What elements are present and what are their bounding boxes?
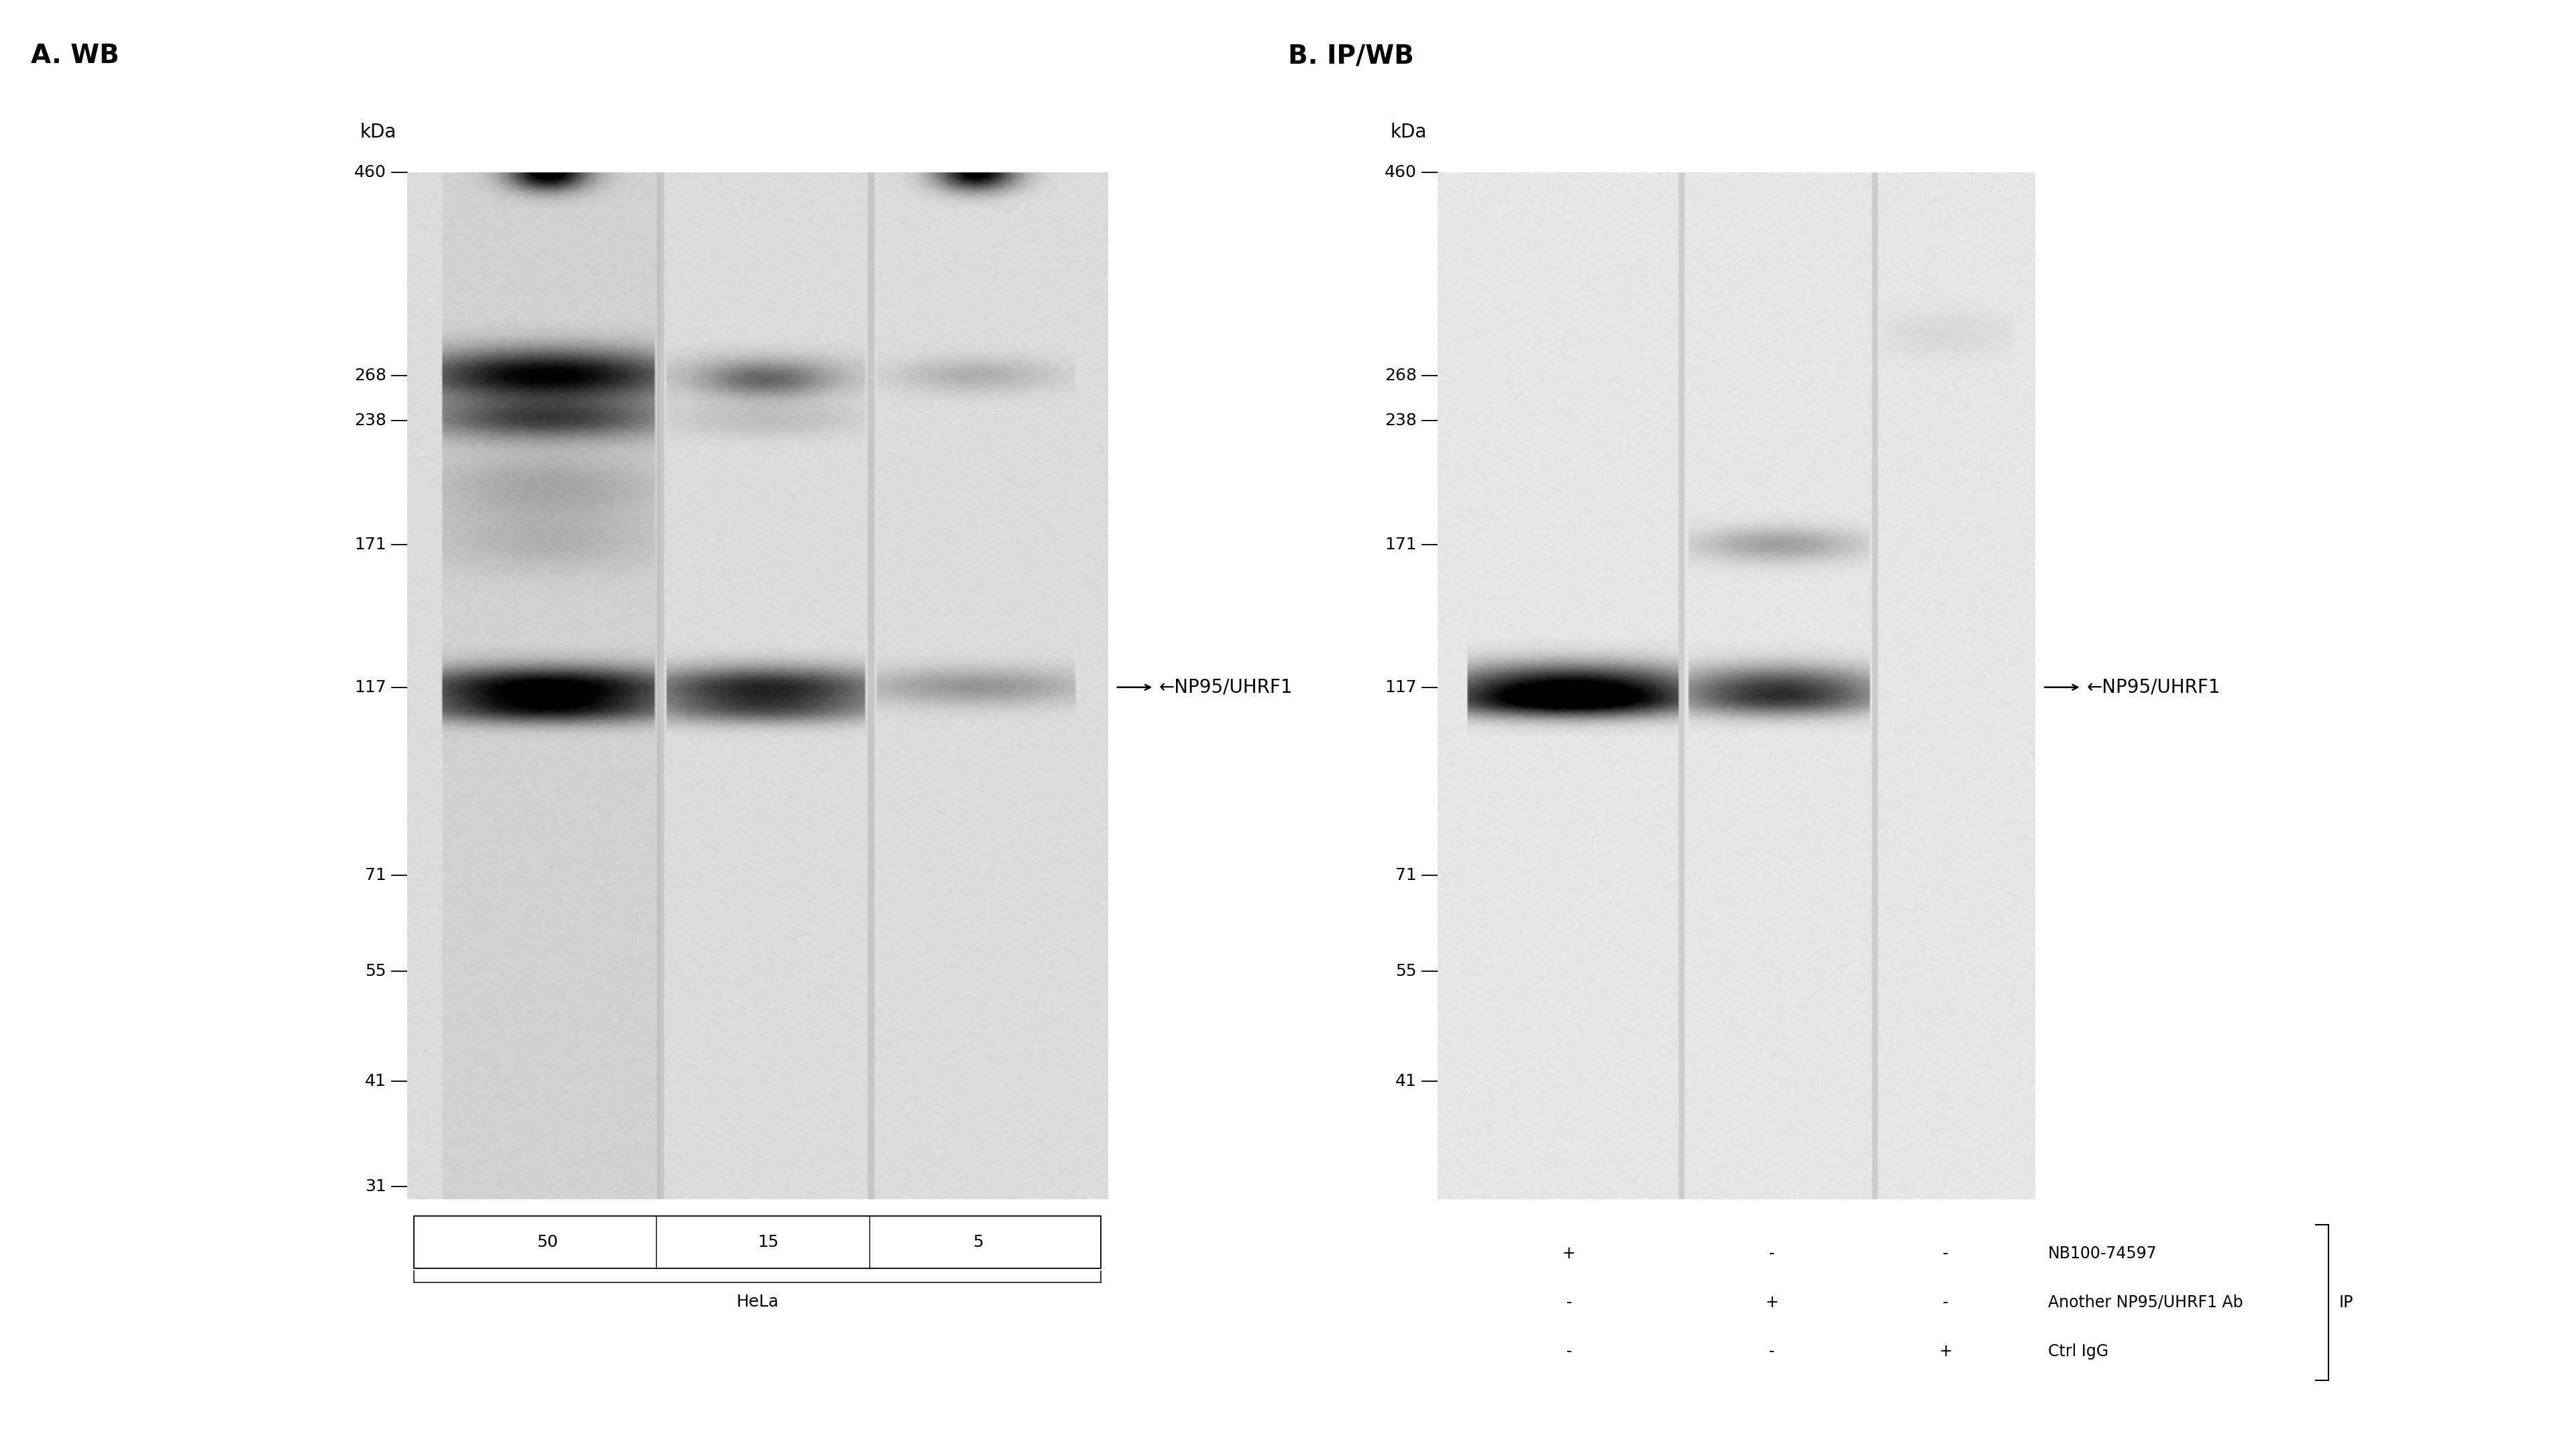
Text: 55: 55: [366, 964, 386, 979]
Text: 268: 268: [355, 368, 386, 383]
Text: 71: 71: [366, 867, 386, 883]
Text: 171: 171: [355, 537, 386, 553]
Text: 171: 171: [1386, 537, 1417, 553]
Text: -: -: [1566, 1294, 1571, 1311]
Text: 55: 55: [1396, 964, 1417, 979]
Text: 238: 238: [355, 412, 386, 428]
Text: B. IP/WB: B. IP/WB: [1288, 43, 1414, 69]
Text: -: -: [1770, 1343, 1775, 1360]
Text: IP: IP: [2339, 1294, 2354, 1311]
Text: -: -: [1566, 1343, 1571, 1360]
Text: -: -: [1942, 1245, 1947, 1262]
Text: HeLa: HeLa: [737, 1294, 778, 1310]
Text: -: -: [1942, 1294, 1947, 1311]
Text: 460: 460: [1386, 165, 1417, 181]
Text: 50: 50: [536, 1234, 559, 1251]
Text: ←NP95/UHRF1: ←NP95/UHRF1: [1159, 678, 1293, 696]
Text: +: +: [1561, 1245, 1577, 1262]
Text: 238: 238: [1386, 412, 1417, 428]
Text: kDa: kDa: [361, 122, 397, 142]
Text: A. WB: A. WB: [31, 43, 118, 69]
Text: 15: 15: [757, 1234, 778, 1251]
Text: 268: 268: [1386, 368, 1417, 383]
Text: 71: 71: [1396, 867, 1417, 883]
Text: +: +: [1940, 1343, 1953, 1360]
Text: 41: 41: [1396, 1074, 1417, 1090]
Text: 117: 117: [355, 679, 386, 695]
Text: kDa: kDa: [1391, 122, 1427, 142]
Text: Ctrl IgG: Ctrl IgG: [2048, 1343, 2107, 1360]
Text: 117: 117: [1386, 679, 1417, 695]
Text: 5: 5: [974, 1234, 984, 1251]
Text: Another NP95/UHRF1 Ab: Another NP95/UHRF1 Ab: [2048, 1294, 2244, 1311]
Text: NB100-74597: NB100-74597: [2048, 1245, 2156, 1262]
Text: ←NP95/UHRF1: ←NP95/UHRF1: [2087, 678, 2221, 696]
Text: +: +: [1765, 1294, 1777, 1311]
Text: -: -: [1770, 1245, 1775, 1262]
Bar: [415, 1216, 1100, 1268]
Text: 460: 460: [355, 165, 386, 181]
Text: 31: 31: [366, 1179, 386, 1195]
Text: 41: 41: [366, 1074, 386, 1090]
